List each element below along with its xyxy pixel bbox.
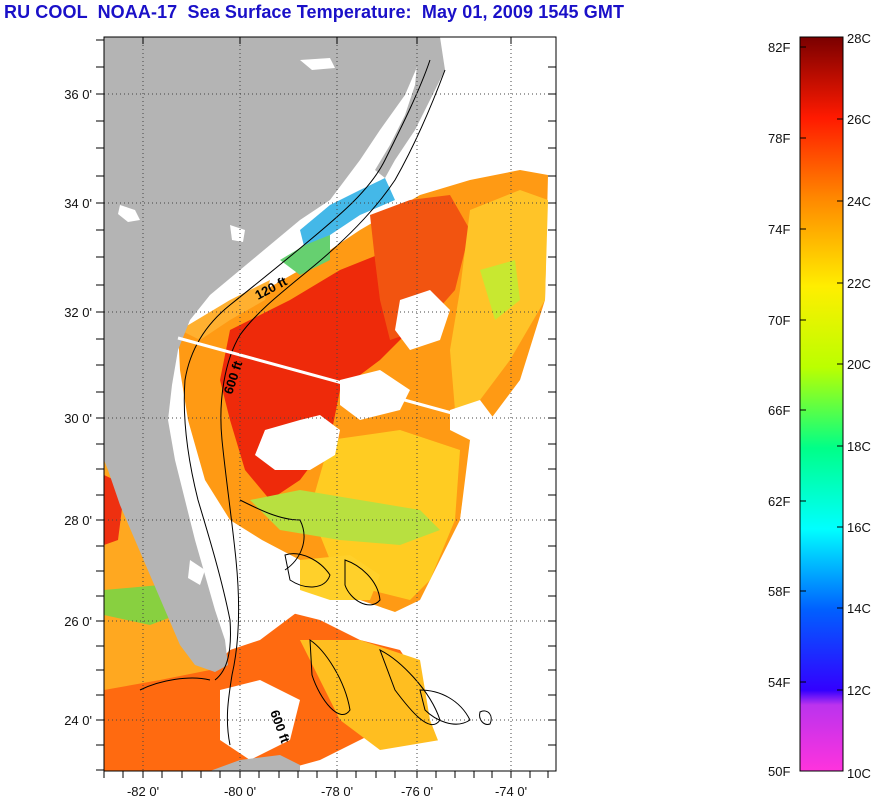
colorbar-c-label: 20C — [847, 357, 871, 372]
lon-label-80: -80 0' — [224, 784, 256, 799]
sst-region-greenish-south — [250, 490, 440, 545]
colorbar-f-label: 54F — [768, 675, 791, 690]
sst-region-red-north — [370, 195, 470, 340]
lat-label-36: 36 0' — [64, 87, 92, 102]
colorbar-ticks — [800, 36, 843, 772]
lon-label-74: -74 0' — [495, 784, 527, 799]
colorbar-f-label: 74F — [768, 222, 791, 237]
page-title: RU COOL NOAA-17 Sea Surface Temperature:… — [4, 2, 625, 22]
lat-label-26: 26 0' — [64, 614, 92, 629]
cloud-mask — [200, 290, 556, 771]
sst-region-shelf-south-ga — [180, 280, 270, 340]
lat-label-32: 32 0' — [64, 305, 92, 320]
colorbar-c-label: 18C — [847, 439, 871, 454]
graticule — [104, 37, 556, 771]
colorbar-f-label: 66F — [768, 403, 791, 418]
lat-ticks-right — [548, 66, 556, 746]
colorbar-c-label: 12C — [847, 683, 871, 698]
colorbar-f-label: 50F — [768, 764, 791, 779]
colorbar-c-label: 28C — [847, 31, 871, 46]
lat-label-28: 28 0' — [64, 513, 92, 528]
lat-label-30: 30 0' — [64, 411, 92, 426]
lon-ticks — [103, 37, 549, 778]
colorbar-c-label: 16C — [847, 520, 871, 535]
colorbar-f-label: 70F — [768, 313, 791, 328]
lon-label-82: -82 0' — [127, 784, 159, 799]
colorbar-f-label: 58F — [768, 584, 791, 599]
sst-region-bahamas-yellow — [300, 555, 380, 600]
map-frame — [103, 36, 557, 772]
land-us-east-coast — [104, 37, 420, 672]
colorbar-c-label: 26C — [847, 112, 871, 127]
lon-label-78: -78 0' — [321, 784, 353, 799]
sst-region-coastal-green — [280, 235, 330, 275]
depth-contours — [183, 59, 446, 746]
sst-region-green-east — [480, 260, 520, 320]
lat-label-24: 24 0' — [64, 713, 92, 728]
colorbar-f-label: 78F — [768, 131, 791, 146]
colorbar-c-label: 24C — [847, 194, 871, 209]
colorbar-c-label: 14C — [847, 601, 871, 616]
colorbar — [799, 36, 844, 772]
colorbar-f-label: 82F — [768, 40, 791, 55]
lakes — [118, 58, 335, 585]
sst-region-coastal-cold — [300, 178, 395, 250]
lon-label-76: -76 0' — [401, 784, 433, 799]
land-cuba — [210, 755, 300, 771]
colorbar-f-label: 62F — [768, 494, 791, 509]
lat-label-34: 34 0' — [64, 196, 92, 211]
sst-region-straits-yellow — [300, 640, 460, 750]
colorbar-c-label: 10C — [847, 766, 871, 781]
colorbar-c-label: 22C — [847, 276, 871, 291]
lat-ticks — [96, 39, 104, 771]
swath-gap — [177, 336, 471, 420]
